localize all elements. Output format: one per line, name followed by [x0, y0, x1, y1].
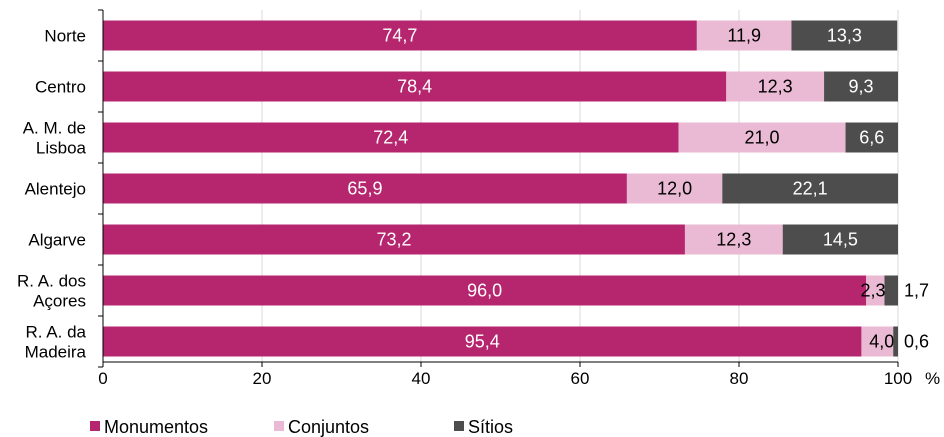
x-axis: 0 20 40 60 80 100 [98, 9, 912, 388]
category-label: R. A. dos Açores [17, 272, 86, 311]
legend-swatch [90, 421, 100, 431]
category-label: Alentejo [25, 180, 86, 199]
data-label: 9,3 [849, 77, 874, 97]
bar-segment-sítios [782, 224, 898, 255]
data-label: 11,9 [727, 26, 761, 46]
bar-segment-conjuntos [678, 122, 846, 153]
data-label: 4,0 [869, 332, 894, 352]
data-label: 73,2 [376, 230, 411, 250]
bar-segment-sítios [824, 71, 898, 102]
x-tick-label: 40 [412, 369, 431, 388]
category-labels: Norte Centro A. M. de Lisboa Alentejo Algarve… [17, 27, 87, 362]
bar-segment-conjuntos [726, 71, 825, 102]
x-tick-label: 80 [730, 369, 749, 388]
bar-segment-conjuntos [866, 275, 885, 306]
bar-segment-sítios [893, 326, 898, 357]
bar-segment-monumentos [103, 326, 862, 357]
legend-swatch [274, 421, 284, 431]
legend-swatch [454, 421, 464, 431]
bar-segment-monumentos [103, 20, 697, 51]
category-label: Norte [44, 27, 86, 46]
data-label: 72,4 [373, 128, 408, 148]
legend-label: Monumentos [104, 417, 208, 437]
data-label: 6,6 [859, 128, 884, 148]
bar-segment-conjuntos [684, 224, 783, 255]
data-label: 22,1 [793, 179, 828, 199]
bar-segment-monumentos [103, 122, 679, 153]
data-label: 2,3 [860, 281, 885, 301]
bar-segment-sítios [884, 275, 898, 306]
category-label: A. M. de Lisboa [23, 119, 87, 158]
data-label: 12,3 [716, 230, 751, 250]
data-label: 96,0 [467, 281, 502, 301]
category-label: Algarve [28, 231, 86, 250]
data-label: 12,3 [758, 77, 793, 97]
data-label: 1,7 [904, 281, 929, 301]
x-tick-label: 0 [98, 369, 107, 388]
data-label: 95,4 [465, 332, 500, 352]
data-label: 12,0 [657, 179, 692, 199]
bar-segment-conjuntos [861, 326, 894, 357]
bar-segment-monumentos [103, 173, 627, 204]
bar-segment-conjuntos [626, 173, 723, 204]
x-tick-label: 100 [884, 369, 912, 388]
bar-segment-sítios [722, 173, 898, 204]
bar-segment-monumentos [103, 275, 867, 306]
bar-segment-conjuntos [696, 20, 792, 51]
data-label: 74,7 [382, 26, 417, 46]
bar-segment-sítios [845, 122, 898, 153]
bar-segment-sítios [791, 20, 898, 51]
data-label: 78,4 [397, 77, 432, 97]
x-axis-unit: % [925, 369, 940, 388]
data-label: 0,6 [904, 332, 929, 352]
x-tick-label: 20 [253, 369, 272, 388]
x-tick-label: 60 [571, 369, 590, 388]
bar-segment-monumentos [103, 71, 727, 102]
bars: 74,7 11,9 13,3 78,4 12,3 9,3 72,4 21,0 6,6 65,9 12… [103, 20, 929, 357]
data-label: 21,0 [745, 128, 780, 148]
data-label: 65,9 [347, 179, 382, 199]
data-label: 14,5 [823, 230, 858, 250]
legend: Monumentos Conjuntos Sítios [90, 417, 513, 437]
bar-segment-monumentos [103, 224, 685, 255]
category-label: Centro [35, 78, 86, 97]
data-label: 13,3 [827, 26, 862, 46]
legend-label: Sítios [468, 417, 513, 437]
legend-label: Conjuntos [288, 417, 369, 437]
category-label: R. A. da Madeira [25, 323, 87, 362]
